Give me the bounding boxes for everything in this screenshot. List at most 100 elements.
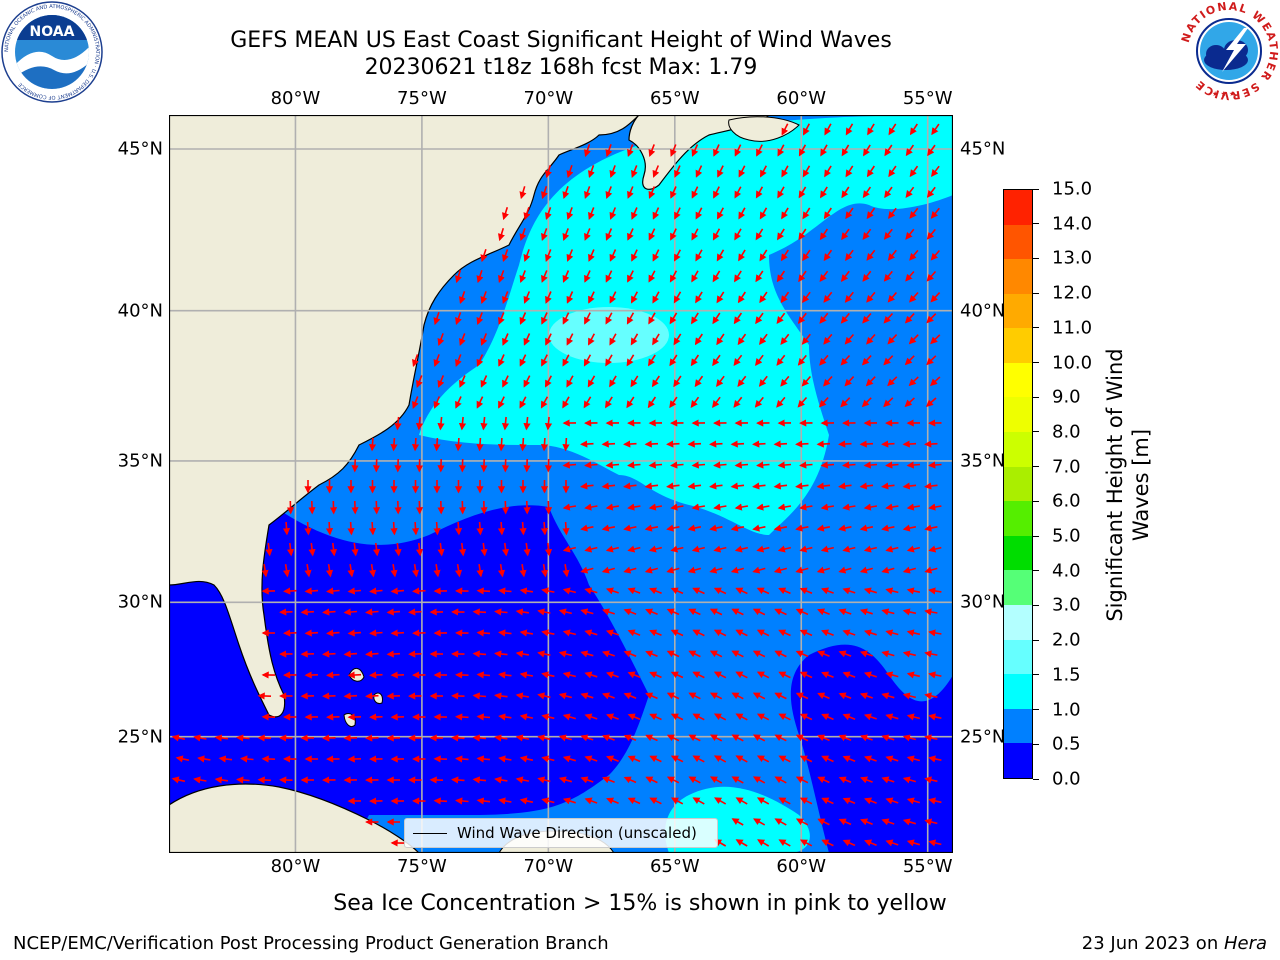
- wave-direction-arrow: [236, 734, 250, 742]
- wave-direction-arrow: [601, 566, 616, 574]
- wave-direction-arrow: [734, 461, 749, 469]
- wave-direction-arrow: [498, 671, 512, 679]
- wave-direction-arrow: [605, 629, 619, 637]
- wave-direction-arrow: [799, 797, 813, 805]
- wave-direction-arrow: [821, 839, 834, 847]
- wave-direction-arrow: [928, 839, 942, 847]
- wave-direction-arrow: [881, 482, 895, 490]
- lon-tick-bottom: 60°W: [776, 856, 827, 877]
- wave-direction-arrow: [451, 734, 465, 742]
- wave-direction-arrow: [928, 545, 942, 553]
- wave-direction-arrow: [840, 354, 851, 366]
- wave-direction-arrow: [883, 355, 894, 366]
- wave-direction-arrow: [777, 545, 791, 553]
- wave-direction-arrow: [343, 692, 358, 700]
- wave-direction-arrow: [716, 333, 725, 346]
- wave-direction-arrow: [501, 416, 510, 431]
- wave-direction-arrow: [519, 312, 527, 325]
- colorbar-segment: [1004, 605, 1032, 640]
- wave-direction-arrow: [630, 291, 639, 304]
- wave-direction-arrow: [731, 776, 744, 784]
- wave-direction-arrow: [584, 671, 598, 679]
- wave-direction-arrow: [802, 165, 811, 178]
- colorbar-segment: [1004, 639, 1032, 675]
- wave-direction-arrow: [236, 776, 250, 784]
- wave-direction-arrow: [580, 482, 594, 490]
- wave-direction-arrow: [666, 734, 680, 742]
- colorbar-label: 6.0: [1052, 490, 1081, 512]
- colorbar-tick: [1033, 292, 1039, 294]
- wave-direction-arrow: [652, 291, 660, 304]
- wave-direction-arrow: [523, 207, 531, 221]
- wave-direction-arrow: [369, 587, 383, 595]
- wave-direction-arrow: [541, 713, 555, 721]
- wave-direction-arrow: [866, 207, 876, 220]
- wave-direction-arrow: [842, 545, 856, 553]
- wave-direction-arrow: [904, 313, 915, 324]
- wave-direction-arrow: [498, 629, 512, 637]
- wave-direction-arrow: [795, 482, 809, 490]
- wave-direction-arrow: [390, 437, 398, 452]
- wave-direction-arrow: [515, 734, 530, 742]
- colorbar-label: 3.0: [1052, 594, 1081, 616]
- wave-direction-arrow: [730, 440, 745, 448]
- wave-direction-arrow: [860, 776, 873, 784]
- wave-direction-arrow: [709, 524, 723, 532]
- cuba-landmass: [169, 783, 420, 853]
- wave-direction-arrow: [322, 650, 336, 658]
- wave-direction-arrow: [455, 713, 469, 721]
- colorbar-tick: [1033, 674, 1039, 676]
- wave-direction-arrow: [863, 503, 878, 511]
- wave-direction-arrow: [666, 482, 680, 490]
- wave-direction-arrow: [455, 396, 462, 409]
- wave-direction-arrow: [709, 776, 723, 784]
- wave-direction-arrow: [540, 437, 549, 452]
- wave-direction-arrow: [926, 313, 937, 324]
- wave-direction-arrow: [713, 545, 727, 553]
- wave-direction-arrow: [859, 482, 874, 490]
- wave-direction-arrow: [649, 797, 662, 805]
- wave-direction-arrow: [265, 542, 273, 557]
- wave-direction-arrow: [523, 333, 531, 346]
- wave-direction-arrow: [906, 545, 920, 553]
- wave-direction-arrow: [733, 354, 743, 366]
- wave-direction-arrow: [795, 524, 809, 532]
- wave-direction-arrow: [644, 440, 659, 448]
- wave-direction-arrow: [666, 776, 680, 784]
- wave-direction-arrow: [515, 692, 530, 700]
- wave-direction-arrow: [645, 650, 658, 658]
- wave-direction-arrow: [801, 375, 812, 387]
- wave-direction-arrow: [902, 608, 917, 616]
- wave-direction-arrow: [540, 521, 549, 536]
- wave-direction-arrow: [924, 734, 938, 742]
- wave-direction-arrow: [733, 396, 743, 408]
- wave-direction-arrow: [691, 144, 699, 157]
- wave-direction-arrow: [906, 587, 921, 595]
- wave-direction-arrow: [838, 734, 852, 742]
- wave-direction-arrow: [752, 734, 766, 742]
- colorbar-tick: [1033, 362, 1039, 364]
- wave-direction-arrow: [824, 123, 832, 136]
- wave-direction-arrow: [817, 776, 830, 784]
- wave-direction-arrow: [458, 416, 467, 431]
- wave-direction-arrow: [541, 312, 548, 325]
- wave-direction-arrow: [584, 461, 598, 469]
- legend-label: Wind Wave Direction (unscaled): [457, 824, 697, 842]
- wave-direction-arrow: [606, 755, 619, 763]
- wave-direction-arrow: [687, 440, 702, 448]
- wave-direction-arrow: [649, 713, 662, 721]
- wave-direction-arrow: [926, 270, 937, 282]
- wave-direction-arrow: [713, 755, 727, 763]
- wave-direction-arrow: [778, 629, 791, 637]
- wave-direction-arrow: [842, 503, 856, 511]
- wave-direction-arrow: [692, 587, 705, 595]
- wave-direction-arrow: [322, 608, 336, 616]
- wave-direction-arrow: [737, 291, 746, 304]
- wave-direction-arrow: [820, 186, 828, 199]
- wave-direction-arrow: [821, 797, 834, 805]
- wave-direction-arrow: [709, 566, 723, 574]
- wave-direction-arrow: [343, 608, 358, 616]
- wave-direction-arrow: [652, 207, 660, 220]
- wave-direction-arrow: [902, 776, 917, 784]
- wave-direction-arrow: [795, 566, 809, 574]
